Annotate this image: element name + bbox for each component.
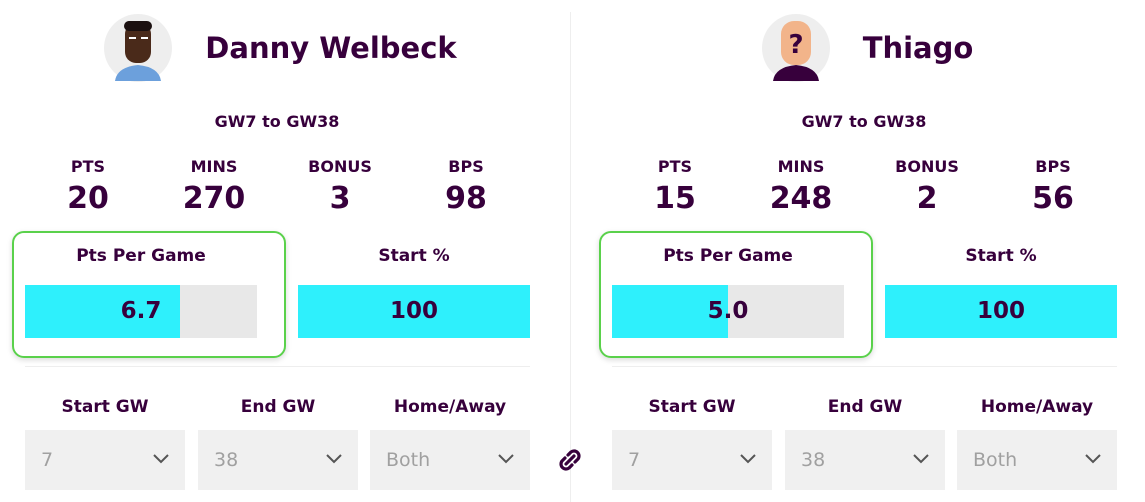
meter-value: 100 (389, 298, 438, 324)
filter-label: Start GW (61, 397, 149, 417)
filter-select[interactable]: Both (957, 430, 1117, 490)
stat-value: 98 (445, 181, 487, 216)
stat-label: MINS (190, 157, 238, 176)
player-name: Thiago (862, 31, 974, 65)
selected-value: Both (973, 449, 1018, 471)
stat-value: 20 (67, 181, 109, 216)
stat-label: PTS (657, 157, 693, 176)
chevron (740, 454, 756, 464)
stat-value: 270 (182, 181, 246, 216)
filter-select[interactable]: 7 (25, 430, 185, 490)
period: GW7 to GW38 (801, 112, 927, 131)
selected-value: 7 (41, 449, 54, 471)
stat-value: 15 (654, 181, 696, 216)
selected-value: 7 (628, 449, 641, 471)
stat-label: BONUS (308, 157, 372, 176)
meter-value: 5.0 (707, 298, 749, 324)
chevron (153, 454, 169, 464)
meter-label: Start % (378, 246, 450, 266)
stat-value: 56 (1032, 181, 1074, 216)
highlight-box (599, 231, 873, 358)
meter-label: Pts Per Game (76, 246, 206, 266)
divider (570, 12, 571, 502)
selected-value: 38 (214, 449, 239, 471)
stat-value: 2 (916, 181, 938, 216)
selected-value: 38 (801, 449, 826, 471)
highlight-box (12, 231, 286, 358)
meter-fill (885, 285, 1117, 338)
stat-label: BPS (1035, 157, 1071, 176)
chevron (1085, 454, 1101, 464)
filter-label: Home/Away (393, 397, 507, 417)
player-header: Danny Welbeck (0, 12, 560, 84)
svg-text:?: ? (788, 30, 803, 60)
stat-label: MINS (777, 157, 825, 176)
selected-value: Both (386, 449, 431, 471)
period: GW7 to GW38 (214, 112, 340, 131)
meter-fill (612, 285, 728, 338)
filter-select[interactable]: 38 (198, 430, 358, 490)
stat-value: 3 (329, 181, 351, 216)
player-header: ? Thiago (587, 12, 1145, 84)
player-panel: ? Thiago GW7 to GW38 PTS 15 MINS 248 BONUS 2 BPS 5… (587, 0, 1145, 502)
chevron (326, 454, 342, 464)
rule (25, 366, 530, 367)
meter-value: 100 (976, 298, 1025, 324)
stat-value: 248 (769, 181, 833, 216)
stat-label: BPS (448, 157, 484, 176)
chevron (913, 454, 929, 464)
filter-label: Start GW (648, 397, 736, 417)
link-icon[interactable] (554, 444, 586, 476)
filter-label: Home/Away (980, 397, 1094, 417)
player-name: Danny Welbeck (205, 31, 457, 65)
player-panel: Danny Welbeck GW7 to GW38 PTS 20 MINS 270 BONU… (0, 0, 560, 502)
meter: 100 (298, 285, 530, 338)
meter-label: Start % (965, 246, 1037, 266)
chevron (498, 454, 514, 464)
meter-label: Pts Per Game (663, 246, 793, 266)
meter-value: 6.7 (120, 298, 162, 324)
player-avatar (104, 14, 173, 82)
filter-label: End GW (827, 397, 903, 417)
meter-fill (298, 285, 530, 338)
stat-label: BONUS (895, 157, 959, 176)
meter: 100 (885, 285, 1117, 338)
filter-select[interactable]: 38 (785, 430, 945, 490)
filter-select[interactable]: 7 (612, 430, 772, 490)
meter: 5.0 (612, 285, 844, 338)
player-avatar: ? (761, 14, 830, 82)
filter-label: End GW (240, 397, 316, 417)
meter: 6.7 (25, 285, 257, 338)
stat-label: PTS (70, 157, 106, 176)
filter-select[interactable]: Both (370, 430, 530, 490)
rule (612, 366, 1117, 367)
meter-fill (25, 285, 181, 338)
